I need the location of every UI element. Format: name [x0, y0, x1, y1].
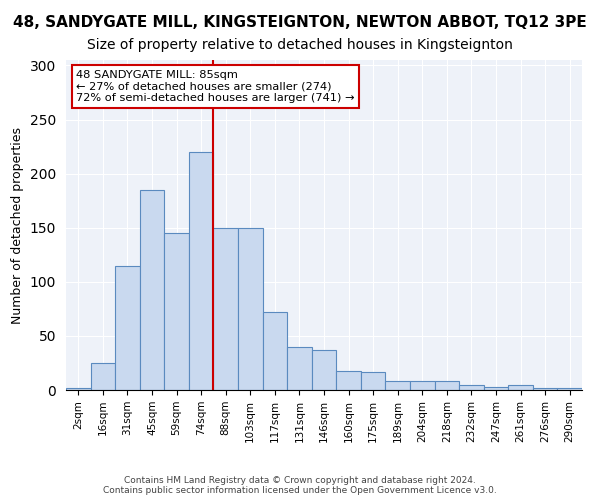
- Bar: [361, 372, 385, 390]
- Bar: [164, 233, 189, 390]
- Bar: [287, 346, 312, 390]
- Bar: [140, 190, 164, 390]
- Bar: [263, 312, 287, 390]
- Y-axis label: Number of detached properties: Number of detached properties: [11, 126, 25, 324]
- Text: 48, SANDYGATE MILL, KINGSTEIGNTON, NEWTON ABBOT, TQ12 3PE: 48, SANDYGATE MILL, KINGSTEIGNTON, NEWTO…: [13, 15, 587, 30]
- Bar: [434, 382, 459, 390]
- Bar: [312, 350, 336, 390]
- Bar: [410, 382, 434, 390]
- Text: Size of property relative to detached houses in Kingsteignton: Size of property relative to detached ho…: [87, 38, 513, 52]
- Text: Contains HM Land Registry data © Crown copyright and database right 2024.
Contai: Contains HM Land Registry data © Crown c…: [103, 476, 497, 495]
- Bar: [484, 387, 508, 390]
- Bar: [115, 266, 140, 390]
- Bar: [533, 388, 557, 390]
- Bar: [336, 370, 361, 390]
- Bar: [508, 384, 533, 390]
- Bar: [459, 384, 484, 390]
- Bar: [214, 228, 238, 390]
- Bar: [385, 382, 410, 390]
- Bar: [66, 388, 91, 390]
- Text: 48 SANDYGATE MILL: 85sqm
← 27% of detached houses are smaller (274)
72% of semi-: 48 SANDYGATE MILL: 85sqm ← 27% of detach…: [76, 70, 355, 103]
- Bar: [189, 152, 214, 390]
- Bar: [91, 363, 115, 390]
- Bar: [238, 228, 263, 390]
- Bar: [557, 388, 582, 390]
